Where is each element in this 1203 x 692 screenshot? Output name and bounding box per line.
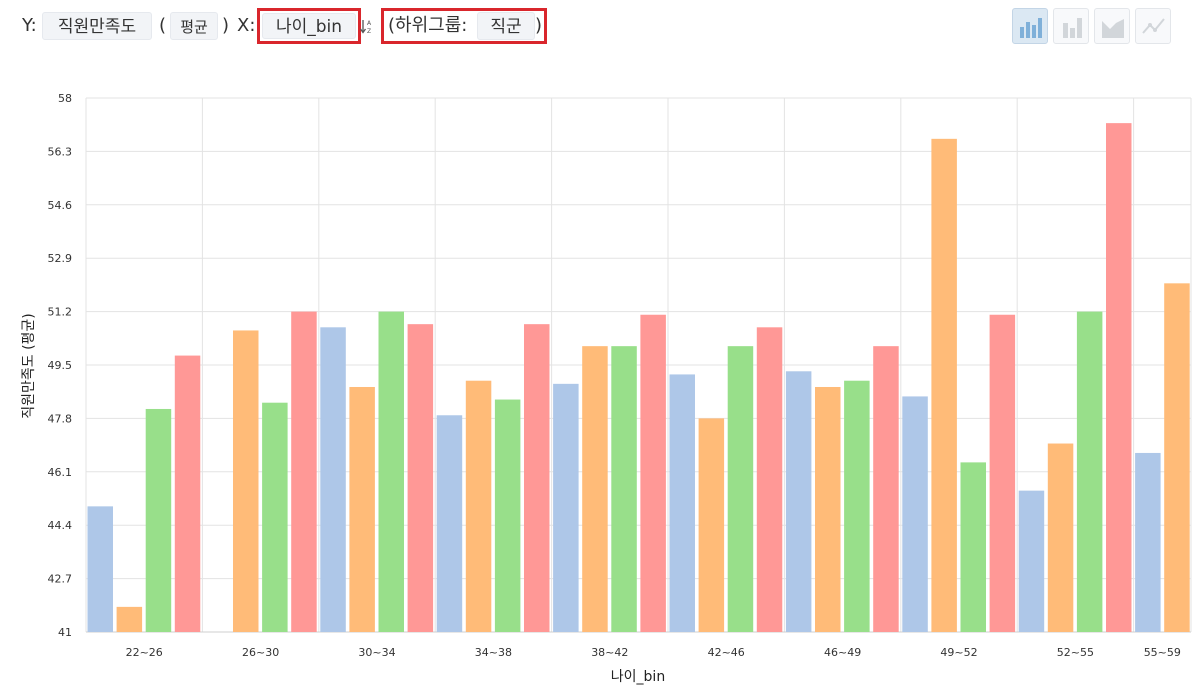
bar[interactable]: [291, 311, 317, 632]
subgroup-prefix: (하위그룹:: [388, 15, 468, 36]
bar[interactable]: [436, 415, 463, 632]
bar[interactable]: [1076, 311, 1103, 632]
bar[interactable]: [262, 402, 288, 632]
line-chart-icon[interactable]: [1135, 8, 1171, 44]
bar[interactable]: [116, 606, 143, 632]
bar[interactable]: [1135, 452, 1161, 632]
x-tick-label: 49~52: [940, 646, 977, 659]
svg-text:Z: Z: [367, 28, 371, 35]
bar[interactable]: [640, 314, 666, 632]
y-tick-label: 41: [58, 626, 72, 639]
x-tick-label: 22~26: [126, 646, 163, 659]
y-tick-labels: 41 42.7 44.4 46.1 47.8 49.5 51.2 52.9 54.6 56.3 58: [48, 92, 73, 639]
bar[interactable]: [233, 330, 259, 632]
bar[interactable]: [1106, 123, 1132, 633]
bar[interactable]: [1018, 490, 1045, 632]
subgroup-highlight: [381, 8, 547, 44]
bar-chart-icon[interactable]: [1012, 8, 1048, 44]
bar[interactable]: [960, 462, 987, 632]
bar[interactable]: [815, 386, 841, 632]
y-tick-label: 49.5: [48, 359, 73, 372]
bar[interactable]: [553, 383, 579, 632]
bar[interactable]: [931, 138, 957, 632]
x-tick-label: 52~55: [1057, 646, 1094, 659]
y-tick-label: 51.2: [48, 306, 73, 319]
x-tick-label: 34~38: [475, 646, 512, 659]
y-axis-title: 직원만족도 (평균): [21, 313, 37, 419]
bar[interactable]: [87, 506, 114, 632]
bar[interactable]: [524, 324, 550, 632]
bar[interactable]: [582, 346, 608, 632]
bar[interactable]: [349, 386, 375, 632]
bar[interactable]: [145, 408, 172, 632]
y-tick-label: 54.6: [48, 199, 73, 212]
bar[interactable]: [494, 399, 521, 632]
agg-open-paren: (: [159, 15, 167, 36]
x-tick-label: 46~49: [824, 646, 861, 659]
bar[interactable]: [756, 327, 783, 632]
bar[interactable]: [407, 324, 434, 632]
x-tick-label: 38~42: [591, 646, 628, 659]
bar[interactable]: [174, 355, 201, 632]
bar[interactable]: [669, 374, 696, 632]
bar[interactable]: [378, 311, 405, 632]
bar[interactable]: [465, 380, 492, 632]
chart-bars: [87, 123, 1190, 633]
chart-toolbar: Y: 직원만족도 ( 평균 ) X: 나이_bin A Z (하위그룹: 직군 …: [22, 8, 1192, 44]
column-chart-icon[interactable]: [1053, 8, 1089, 44]
y-tick-label: 47.8: [48, 412, 73, 425]
x-axis-title: 나이_bin: [611, 669, 665, 685]
x-tick-labels: 22~26 26~30 30~34 34~38 38~42 42~46 46~49 49~52…: [126, 646, 1181, 659]
bar[interactable]: [727, 346, 754, 632]
x-tick-label: 42~46: [708, 646, 745, 659]
bar[interactable]: [989, 314, 1016, 632]
x-field-selector[interactable]: 나이_bin: [262, 13, 356, 39]
subgroup-field-selector[interactable]: 직군: [477, 12, 535, 40]
bar[interactable]: [844, 380, 870, 632]
x-tick-label: 55~59: [1144, 646, 1181, 659]
x-field-highlight: [257, 8, 361, 44]
bar[interactable]: [1047, 443, 1074, 632]
bar[interactable]: [611, 346, 637, 632]
y-tick-label: 46.1: [48, 466, 73, 479]
x-axis-label: X:: [237, 15, 256, 36]
y-field-selector[interactable]: 직원만족도: [42, 12, 152, 40]
y-tick-label: 52.9: [48, 252, 73, 265]
y-tick-label: 56.3: [48, 145, 73, 158]
area-chart-icon[interactable]: [1094, 8, 1130, 44]
subgroup-close-paren: ): [535, 15, 543, 36]
y-tick-label: 42.7: [48, 573, 73, 586]
y-tick-label: 44.4: [48, 519, 73, 532]
y-tick-label: 58: [58, 92, 72, 105]
svg-text:A: A: [367, 20, 372, 27]
bar[interactable]: [698, 418, 725, 632]
aggregation-selector[interactable]: 평균: [170, 12, 218, 40]
bar[interactable]: [902, 396, 928, 632]
agg-close-paren: ): [222, 15, 230, 36]
x-tick-label: 30~34: [358, 646, 395, 659]
bar[interactable]: [320, 327, 346, 632]
y-axis-label: Y:: [22, 15, 37, 36]
bar[interactable]: [785, 371, 812, 632]
bar[interactable]: [873, 346, 899, 632]
sort-az-icon[interactable]: A Z: [359, 18, 374, 36]
bar[interactable]: [1164, 283, 1190, 632]
x-tick-label: 26~30: [242, 646, 279, 659]
